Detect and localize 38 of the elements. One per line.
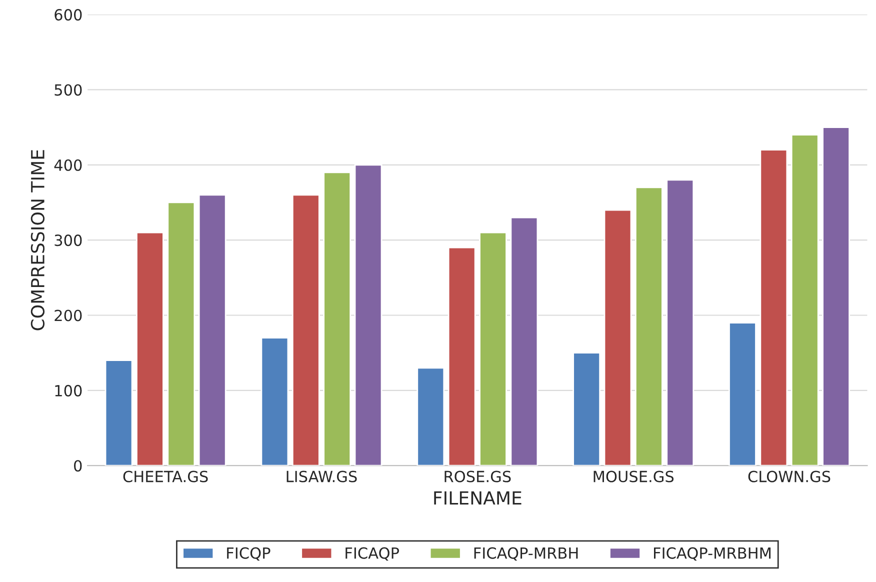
y-tick-label: 200 — [54, 310, 82, 322]
bar — [260, 337, 289, 466]
legend-label: FICAQP-MRBH — [474, 547, 578, 561]
bar — [198, 194, 226, 466]
x-tick-label: MOUSE.GS — [594, 470, 674, 482]
legend-label: FICQP — [227, 547, 270, 561]
x-tick-label: ROSE.GS — [444, 470, 511, 482]
legend-label: FICAQP-MRBHM — [654, 547, 771, 561]
bar — [416, 367, 445, 466]
bar — [479, 232, 507, 466]
legend-label: FICAQP — [346, 547, 399, 561]
bar — [822, 126, 850, 466]
bar — [728, 322, 756, 466]
x-axis-title: FILENAME — [434, 491, 522, 505]
bar — [292, 194, 320, 466]
bar — [572, 352, 601, 466]
bar — [448, 246, 476, 466]
x-tick-label: LISAW.GS — [286, 470, 357, 482]
y-axis-title: COMPRESSION TIME — [30, 150, 45, 330]
bar — [634, 186, 663, 466]
bar — [104, 360, 133, 466]
y-tick-label: 600 — [54, 9, 82, 21]
bar — [666, 179, 694, 466]
y-tick-label: 500 — [54, 84, 82, 96]
bar — [167, 202, 196, 466]
y-tick-label: 400 — [54, 159, 82, 171]
bar — [323, 172, 352, 466]
bar — [354, 164, 382, 466]
bar — [760, 149, 788, 466]
x-tick-label: CLOWN.GS — [748, 470, 830, 482]
y-tick-label: 0 — [74, 460, 82, 472]
x-tick-label: CHEETA.GS — [123, 470, 208, 482]
y-tick-label: 100 — [55, 384, 82, 396]
bar — [790, 134, 819, 466]
y-tick-label: 300 — [54, 234, 82, 246]
bar — [510, 216, 538, 466]
bar — [604, 209, 632, 466]
bar — [136, 232, 164, 466]
